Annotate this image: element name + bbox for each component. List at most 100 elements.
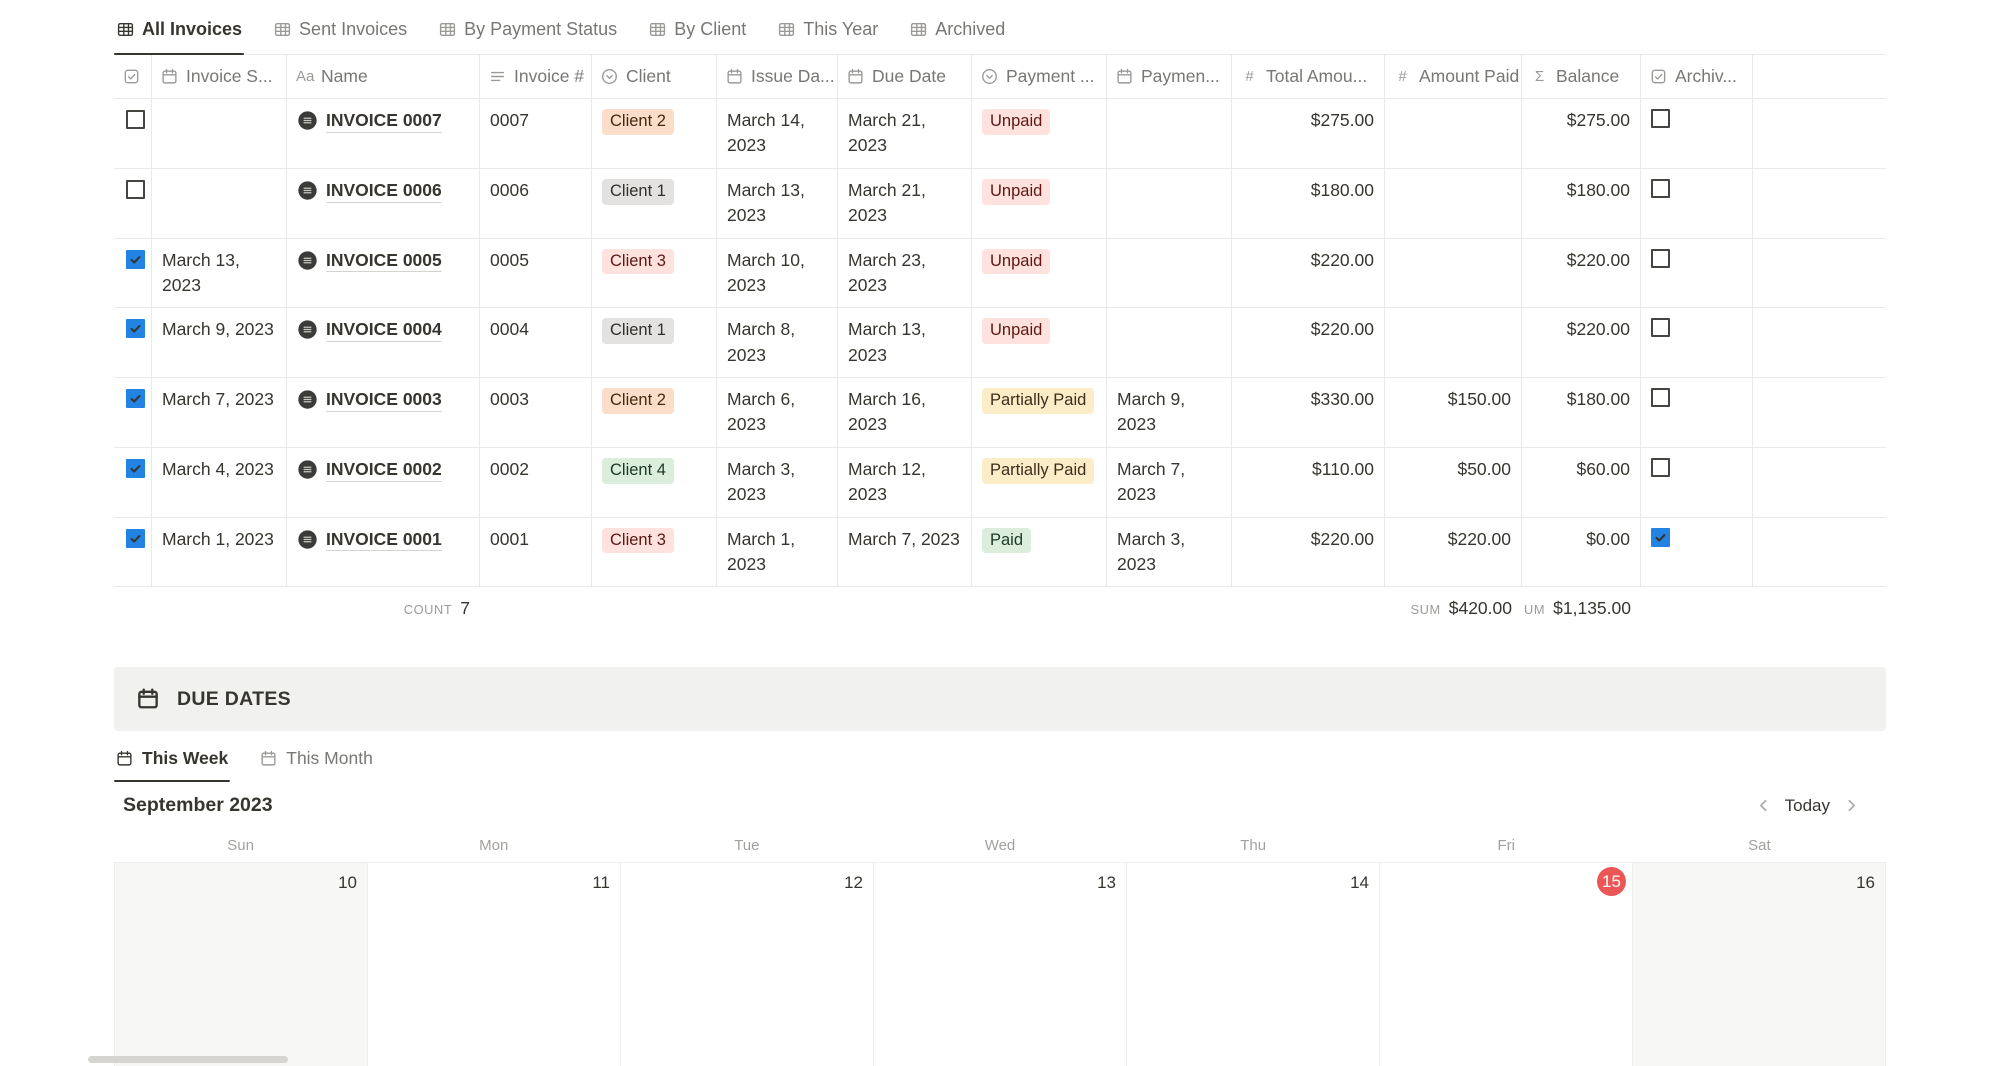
row-select-checkbox[interactable] [126,319,145,339]
invoice-page-link[interactable]: INVOICE 0003 [326,388,442,412]
archive-checkbox[interactable] [1651,527,1670,547]
cell-invoice-sent[interactable] [152,99,287,168]
cell-payment-status[interactable]: Unpaid [972,308,1107,377]
cell-due-date[interactable]: March 21, 2023 [838,168,972,238]
column-header-due-date[interactable]: Due Date [838,55,972,98]
cell-payment-status[interactable]: Unpaid [972,168,1107,238]
cell-payment-date[interactable]: March 9, 2023 [1107,378,1232,447]
cell-total-amount[interactable]: $110.00 [1232,447,1385,517]
select-all-checkbox[interactable] [123,68,140,85]
cell-due-date[interactable]: March 13, 2023 [838,308,972,377]
column-header-name[interactable]: Aa Name [287,55,480,98]
archive-checkbox[interactable] [1651,388,1670,407]
invoice-page-link[interactable]: INVOICE 0005 [326,249,442,273]
cell-due-date[interactable]: March 23, 2023 [838,238,972,308]
cell-issue-date[interactable]: March 10, 2023 [717,238,838,308]
calendar-day-cell[interactable]: 16 [1633,863,1886,1066]
cell-issue-date[interactable]: March 13, 2023 [717,168,838,238]
row-select-checkbox[interactable] [126,389,145,408]
cell-invoice-sent[interactable]: March 4, 2023 [152,447,287,517]
column-header-client[interactable]: Client [592,55,717,98]
cell-payment-status[interactable]: Paid [972,517,1107,587]
cell-amount-paid[interactable] [1385,308,1522,377]
cell-invoice-number[interactable]: 0003 [480,378,592,447]
cell-issue-date[interactable]: March 3, 2023 [717,447,838,517]
cell-payment-date[interactable] [1107,168,1232,238]
cell-amount-paid[interactable] [1385,168,1522,238]
cell-payment-status[interactable]: Unpaid [972,238,1107,308]
balance-sum-aggregate[interactable]: UM $1,135.00 [1522,598,1641,619]
chevron-left-icon[interactable] [1755,797,1772,814]
cell-total-amount[interactable]: $180.00 [1232,168,1385,238]
cell-due-date[interactable]: March 16, 2023 [838,378,972,447]
cell-payment-status[interactable]: Unpaid [972,99,1107,168]
cell-payment-date[interactable] [1107,238,1232,308]
calendar-day-cell[interactable]: 15 [1380,863,1633,1066]
tab-this-week[interactable]: This Week [114,744,231,783]
tab-archived[interactable]: Archived [907,14,1007,54]
invoice-page-link[interactable]: INVOICE 0001 [326,528,442,552]
cell-amount-paid[interactable] [1385,238,1522,308]
archive-checkbox[interactable] [1651,109,1670,128]
cell-payment-date[interactable] [1107,308,1232,377]
archive-checkbox[interactable] [1651,318,1670,338]
cell-client[interactable]: Client 3 [592,238,717,308]
column-header-issue-date[interactable]: Issue Da... [717,55,838,98]
today-button[interactable]: Today [1784,795,1830,815]
row-select-checkbox[interactable] [126,110,145,129]
cell-client[interactable]: Client 2 [592,378,717,447]
cell-issue-date[interactable]: March 14, 2023 [717,99,838,168]
cell-amount-paid[interactable]: $50.00 [1385,447,1522,517]
tab-this-month[interactable]: This Month [258,744,375,782]
cell-issue-date[interactable]: March 8, 2023 [717,308,838,377]
invoice-page-link[interactable]: INVOICE 0007 [326,109,442,133]
cell-amount-paid[interactable] [1385,99,1522,168]
cell-payment-status[interactable]: Partially Paid [972,447,1107,517]
column-header-archived[interactable]: Archiv... [1641,55,1753,98]
tab-sent-invoices[interactable]: Sent Invoices [271,14,409,54]
cell-total-amount[interactable]: $275.00 [1232,99,1385,168]
row-select-checkbox[interactable] [126,179,145,199]
cell-invoice-sent[interactable]: March 13, 2023 [152,238,287,308]
cell-invoice-sent[interactable]: March 7, 2023 [152,378,287,447]
amount-paid-sum-aggregate[interactable]: SUM $420.00 [1385,598,1522,619]
column-header-amount-paid[interactable]: # Amount Paid [1385,55,1522,98]
column-header-select[interactable] [114,55,152,98]
cell-invoice-sent[interactable]: March 1, 2023 [152,517,287,587]
column-header-invoice-number[interactable]: Invoice # [480,55,592,98]
column-header-payment-status[interactable]: Payment ... [972,55,1107,98]
cell-invoice-number[interactable]: 0007 [480,99,592,168]
tab-by-client[interactable]: By Client [646,14,748,54]
cell-client[interactable]: Client 3 [592,517,717,587]
tab-this-year[interactable]: This Year [775,14,880,54]
calendar-day-cell[interactable]: 13 [874,863,1127,1066]
cell-amount-paid[interactable]: $220.00 [1385,517,1522,587]
cell-invoice-number[interactable]: 0001 [480,517,592,587]
cell-issue-date[interactable]: March 1, 2023 [717,517,838,587]
cell-client[interactable]: Client 1 [592,168,717,238]
horizontal-scrollbar-thumb[interactable] [88,1056,288,1063]
cell-payment-date[interactable]: March 7, 2023 [1107,447,1232,517]
cell-invoice-number[interactable]: 0002 [480,447,592,517]
cell-issue-date[interactable]: March 6, 2023 [717,378,838,447]
row-select-checkbox[interactable] [126,528,145,548]
cell-due-date[interactable]: March 12, 2023 [838,447,972,517]
invoice-page-link[interactable]: INVOICE 0002 [326,458,442,482]
cell-total-amount[interactable]: $220.00 [1232,238,1385,308]
count-aggregate[interactable]: COUNT 7 [287,598,480,619]
column-header-total-amount[interactable]: # Total Amou... [1232,55,1385,98]
archive-checkbox[interactable] [1651,248,1670,268]
tab-by-payment-status[interactable]: By Payment Status [436,14,619,54]
cell-amount-paid[interactable]: $150.00 [1385,378,1522,447]
archive-checkbox[interactable] [1651,178,1670,198]
cell-invoice-sent[interactable] [152,168,287,238]
cell-payment-date[interactable] [1107,99,1232,168]
cell-payment-date[interactable]: March 3, 2023 [1107,517,1232,587]
invoice-page-link[interactable]: INVOICE 0006 [326,179,442,203]
cell-invoice-number[interactable]: 0004 [480,308,592,377]
cell-total-amount[interactable]: $220.00 [1232,308,1385,377]
cell-payment-status[interactable]: Partially Paid [972,378,1107,447]
column-header-invoice-sent[interactable]: Invoice S... [152,55,287,98]
cell-client[interactable]: Client 4 [592,447,717,517]
calendar-day-cell[interactable]: 10 [115,863,368,1066]
